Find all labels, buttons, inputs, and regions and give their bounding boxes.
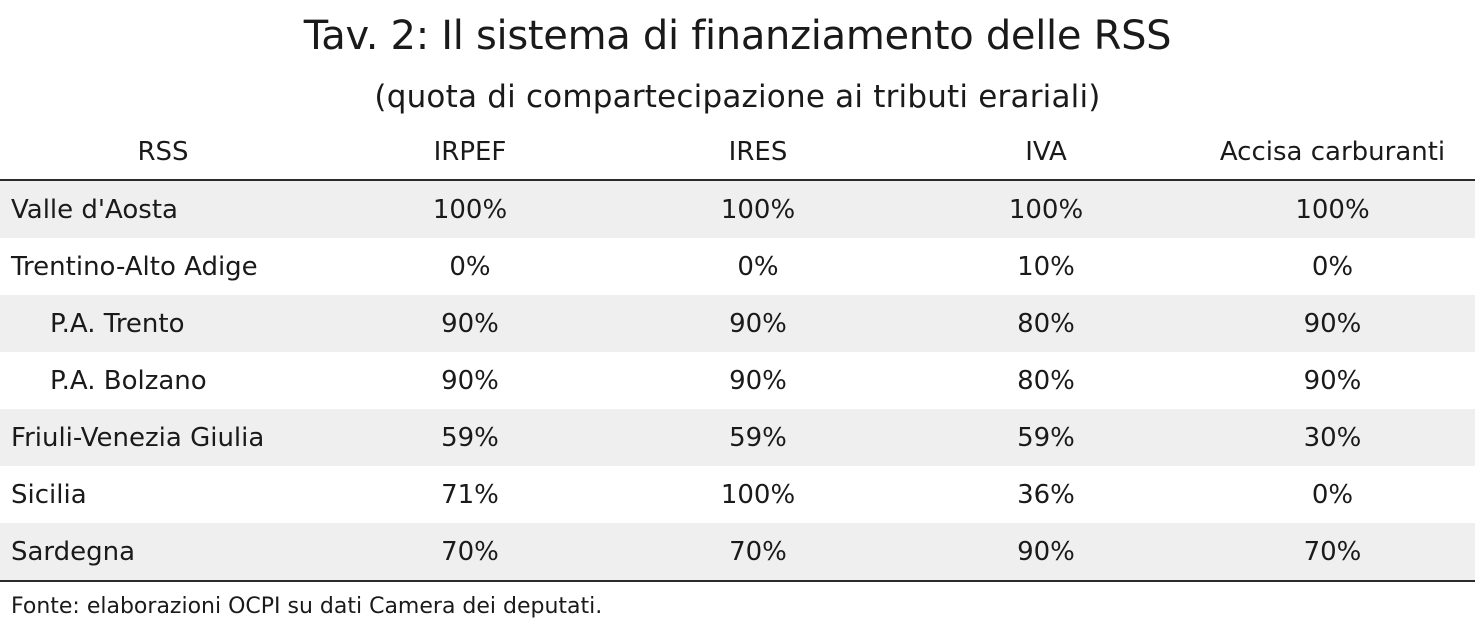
cell-ires: 100% [720, 479, 796, 510]
cell-accisa: 90% [1303, 365, 1362, 396]
cell-iva: 90% [902, 523, 1190, 582]
cell-irpef: 90% [326, 295, 614, 352]
cell-ires: 0% [737, 251, 779, 282]
cell-accisa: 0% [1311, 251, 1354, 282]
cell-irpef: 59% [326, 409, 614, 466]
column-header-ires: IRES [614, 124, 902, 181]
row-label: P.A. Trento [0, 295, 326, 352]
cell-iva: 59% [902, 409, 1190, 466]
cell-iva: 80% [1017, 365, 1075, 396]
table-subtitle: (quota di compartecipazione ai tributi e… [374, 79, 1101, 115]
column-header-accisa: Accisa carburanti [1190, 124, 1475, 181]
column-header-irpef: IRPEF [326, 124, 614, 181]
cell-accisa: 0% [1311, 479, 1354, 510]
cell-irpef: 0% [449, 251, 491, 282]
table-row: Sardegna 70% 70% 90% 70% [0, 523, 1475, 582]
cell-irpef: 100% [326, 180, 614, 238]
cell-iva: 10% [1017, 251, 1075, 282]
cell-ires: 100% [614, 180, 902, 238]
table-row: P.A. Trento 90% 90% 80% 90% [0, 295, 1475, 352]
financing-table: RSS IRPEF IRES IVA Accisa carburanti Val… [0, 124, 1475, 582]
cell-iva: 36% [1017, 479, 1075, 510]
cell-ires: 90% [729, 365, 787, 396]
table-title: Tav. 2: Il sistema di finanziamento dell… [303, 13, 1172, 59]
cell-accisa: 30% [1190, 409, 1475, 466]
cell-irpef: 71% [441, 479, 499, 510]
row-label: Trentino-Alto Adige [11, 251, 258, 282]
cell-ires: 70% [614, 523, 902, 582]
table-row: Friuli-Venezia Giulia 59% 59% 59% 30% [0, 409, 1475, 466]
cell-irpef: 70% [326, 523, 614, 582]
cell-iva: 80% [902, 295, 1190, 352]
cell-ires: 59% [614, 409, 902, 466]
row-label: Sicilia [11, 479, 87, 510]
table-row: P.A. Bolzano 90% 90% 80% 90% [0, 352, 1475, 409]
header-row: RSS IRPEF IRES IVA Accisa carburanti [0, 124, 1475, 181]
cell-accisa: 70% [1190, 523, 1475, 582]
row-label: Valle d'Aosta [0, 180, 326, 238]
table-row: Trentino-Alto Adige 0% 0% 10% 0% [0, 238, 1475, 295]
source-note: Fonte: elaborazioni OCPI su dati Camera … [11, 594, 603, 619]
table-row: Sicilia 71% 100% 36% 0% [0, 466, 1475, 523]
table-row: Valle d'Aosta 100% 100% 100% 100% [0, 180, 1475, 238]
cell-iva: 100% [902, 180, 1190, 238]
cell-accisa: 90% [1190, 295, 1475, 352]
cell-ires: 90% [614, 295, 902, 352]
row-label: Sardegna [0, 523, 326, 582]
row-label: P.A. Bolzano [50, 365, 207, 396]
cell-irpef: 90% [441, 365, 499, 396]
cell-accisa: 100% [1190, 180, 1475, 238]
column-header-rss: RSS [0, 124, 326, 181]
column-header-iva: IVA [902, 124, 1190, 181]
row-label: Friuli-Venezia Giulia [0, 409, 326, 466]
